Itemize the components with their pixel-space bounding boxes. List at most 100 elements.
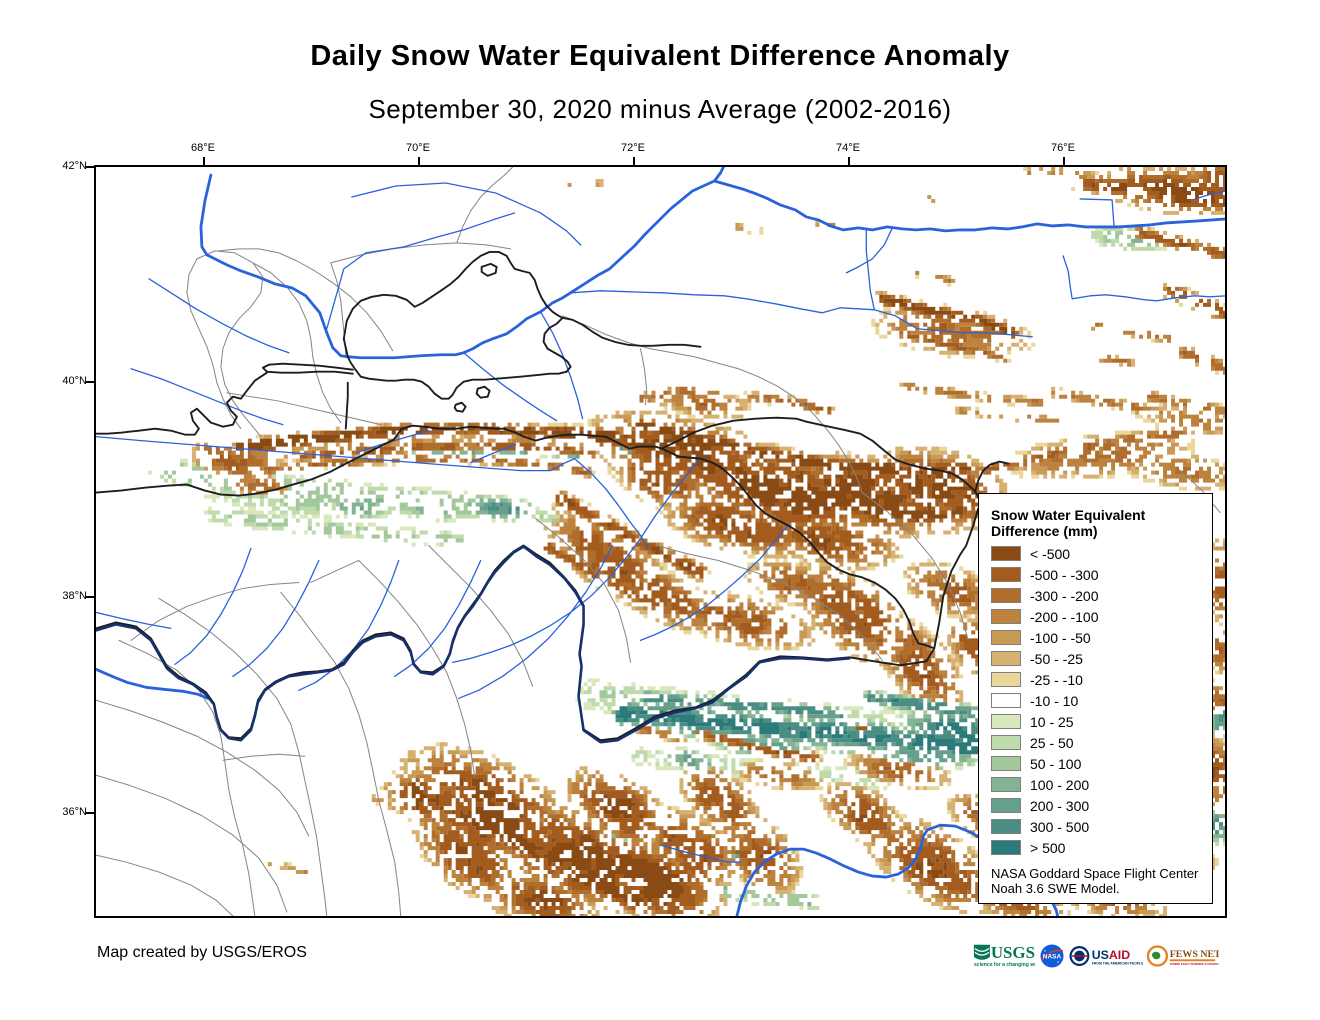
legend-item: > 500 — [991, 837, 1212, 858]
admin-line — [861, 492, 969, 641]
legend-item-label: -100 - -50 — [1030, 629, 1091, 646]
legend-item: -10 - 10 — [991, 690, 1212, 711]
river-minor — [130, 368, 284, 426]
river-minor — [865, 228, 875, 311]
legend-item-label: -50 - -25 — [1030, 650, 1083, 667]
country-border — [261, 362, 354, 375]
river-minor — [232, 559, 320, 677]
legend-swatch — [991, 693, 1021, 708]
map-panj-river — [96, 545, 851, 744]
river-minor — [298, 559, 400, 691]
legend-swatch — [991, 630, 1021, 645]
svg-text:FROM THE AMERICAN PEOPLE: FROM THE AMERICAN PEOPLE — [1092, 962, 1143, 966]
river-minor — [1079, 198, 1115, 228]
legend-item: -50 - -25 — [991, 648, 1212, 669]
river-minor — [463, 352, 558, 422]
legend-swatch — [991, 672, 1021, 687]
footer-logos: USGS science for a changing world NASA U… — [973, 936, 1219, 976]
map-title: Daily Snow Water Equivalent Difference A… — [310, 40, 1010, 72]
admin-line — [118, 639, 256, 916]
river-panj — [96, 545, 851, 744]
country-border — [453, 401, 467, 413]
legend-item-label: < -500 — [1030, 545, 1071, 562]
country-border — [475, 385, 491, 399]
admin-line — [456, 167, 514, 244]
admin-line — [226, 392, 382, 426]
lon-tick-label: 74°E — [836, 142, 860, 154]
legend-item-label: 100 - 200 — [1030, 776, 1090, 793]
legend-item-label: 300 - 500 — [1030, 818, 1090, 835]
legend-item-label: 25 - 50 — [1030, 734, 1074, 751]
usgs-wave-icon — [973, 944, 990, 960]
admin-line — [535, 518, 632, 663]
river-minor — [351, 182, 582, 246]
legend-swatch — [991, 840, 1021, 855]
legend-item-label: -10 - 10 — [1030, 692, 1079, 709]
country-border — [346, 316, 572, 400]
legend-item: 300 - 500 — [991, 816, 1212, 837]
lat-tick-label: 40°N — [62, 375, 87, 387]
svg-text:USGS: USGS — [991, 943, 1035, 962]
river-minor — [639, 523, 790, 642]
legend-item: 25 - 50 — [991, 732, 1212, 753]
legend-swatch — [991, 546, 1021, 561]
usaid-logo: USAID FROM THE AMERICAN PEOPLE — [1069, 946, 1143, 966]
river-minor — [452, 456, 702, 663]
river-minor — [326, 212, 516, 330]
river-minor — [96, 435, 576, 472]
usgs-logo: USGS science for a changing world — [973, 943, 1035, 968]
country-border — [344, 381, 349, 430]
legend-item-label: -200 - -100 — [1030, 608, 1099, 625]
legend-title-line2: Difference (mm) — [991, 523, 1098, 539]
admin-line — [1177, 468, 1221, 514]
river-major — [199, 167, 725, 360]
admin-line — [186, 258, 242, 430]
river-minor — [873, 309, 1033, 338]
country-border — [96, 424, 936, 650]
legend-item: 10 - 25 — [991, 711, 1212, 732]
legend-item-label: 200 - 300 — [1030, 797, 1090, 814]
admin-line — [310, 559, 360, 583]
river-minor — [470, 443, 517, 464]
lon-tick — [418, 157, 420, 165]
river-major — [96, 667, 210, 700]
legend-title-line1: Snow Water Equivalent — [991, 507, 1146, 523]
map-anomaly-patches — [147, 167, 1225, 916]
admin-line — [656, 544, 883, 661]
lat-tick — [86, 381, 94, 383]
lon-tick-label: 72°E — [621, 142, 645, 154]
legend-item-label: 50 - 100 — [1030, 755, 1082, 772]
legend-swatch — [991, 819, 1021, 834]
svg-text:FAMINE EARLY WARNING SYSTEMS N: FAMINE EARLY WARNING SYSTEMS NETWORK — [1170, 962, 1219, 966]
credit-text: Map created by USGS/EROS — [97, 944, 307, 961]
legend-swatch — [991, 714, 1021, 729]
admin-line — [428, 544, 534, 687]
legend-swatch — [991, 588, 1021, 603]
lon-tick — [633, 157, 635, 165]
legend-swatch — [991, 567, 1021, 582]
legend-note: NASA Goddard Space Flight Center Noah 3.… — [991, 866, 1212, 896]
legend-title: Snow Water Equivalent Difference (mm) — [991, 507, 1212, 539]
lat-tick-label: 38°N — [62, 590, 87, 602]
country-border — [480, 262, 498, 277]
admin-line — [218, 248, 394, 352]
svg-text:USAID: USAID — [1092, 948, 1130, 962]
river-minor — [539, 311, 584, 420]
admin-line — [640, 348, 648, 406]
legend-item: -25 - -10 — [991, 669, 1212, 690]
country-border — [342, 250, 702, 358]
river-minor — [573, 457, 650, 550]
legend-item-label: 10 - 25 — [1030, 713, 1074, 730]
legend-swatch — [991, 651, 1021, 666]
svg-text:science for a changing world: science for a changing world — [974, 962, 1035, 968]
lat-tick-label: 36°N — [62, 806, 87, 818]
admin-line — [562, 315, 863, 494]
legend-swatch — [991, 609, 1021, 624]
lon-tick-label: 70°E — [406, 142, 430, 154]
lat-tick — [86, 812, 94, 814]
legend-note-line2: Noah 3.6 SWE Model. — [991, 881, 1120, 896]
admin-line — [130, 581, 300, 641]
legend-item-label: -25 - -10 — [1030, 671, 1083, 688]
legend-item: -200 - -100 — [991, 606, 1212, 627]
